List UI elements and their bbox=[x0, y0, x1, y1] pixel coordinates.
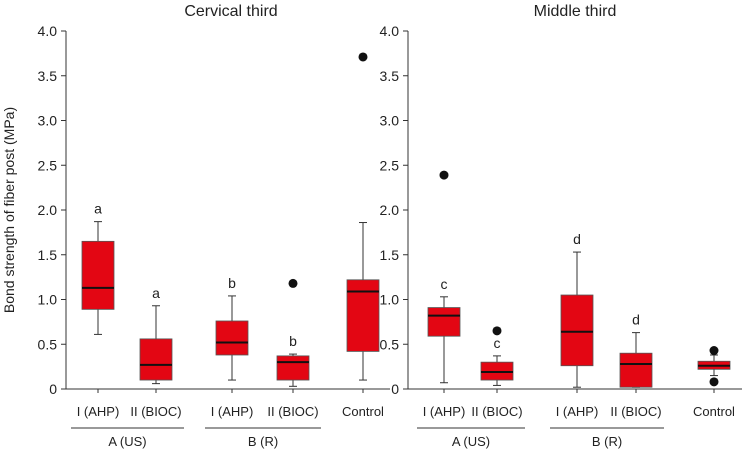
y-tick-label: 3.0 bbox=[380, 113, 400, 129]
x-category-label: I (AHP) bbox=[556, 404, 599, 419]
box-4: d II (BIOC) bbox=[610, 312, 661, 419]
box-3: d I (AHP) bbox=[556, 231, 599, 419]
y-tick-label: 4.0 bbox=[38, 23, 58, 39]
outlier-point bbox=[492, 326, 502, 336]
y-tick-label: 0 bbox=[391, 381, 399, 397]
panel-2: Middle third 0 0.5 1.0 1.5 2.0 2.5 3.0 3.5 4.0 c I … bbox=[380, 3, 742, 449]
y-tick-label: 1.0 bbox=[380, 292, 400, 308]
iqr-box bbox=[81, 240, 115, 310]
y-tick-label: 0.5 bbox=[38, 336, 58, 352]
box-5: Control bbox=[342, 52, 384, 419]
x-category-label: II (BIOC) bbox=[471, 404, 522, 419]
x-category-label: Control bbox=[693, 404, 735, 419]
x-category-label: II (BIOC) bbox=[130, 404, 181, 419]
panel-title: Cervical third bbox=[184, 3, 277, 20]
panel-1: Cervical third 0 0.5 1.0 1.5 2.0 2.5 3.0 3.5 4.0 a… bbox=[38, 3, 390, 449]
box-4: b II (BIOC) bbox=[267, 278, 319, 419]
panel-title: Middle third bbox=[534, 3, 617, 20]
y-tick-label: 3.5 bbox=[380, 68, 400, 84]
y-tick-label: 0 bbox=[49, 381, 57, 397]
outlier-point bbox=[709, 346, 719, 356]
outlier-point bbox=[288, 278, 298, 288]
y-tick-label: 1.0 bbox=[38, 292, 58, 308]
x-category-label: I (AHP) bbox=[211, 404, 254, 419]
box-1: c I (AHP) bbox=[423, 170, 466, 419]
outlier-point bbox=[709, 377, 719, 387]
x-category-label: I (AHP) bbox=[77, 404, 120, 419]
significance-letter: c bbox=[494, 335, 501, 351]
box-2: c II (BIOC) bbox=[471, 326, 523, 419]
y-tick-label: 1.5 bbox=[38, 247, 58, 263]
y-tick-label: 2.5 bbox=[380, 157, 400, 173]
y-tick-label: 2.0 bbox=[380, 202, 400, 218]
iqr-box bbox=[215, 320, 249, 356]
y-tick-label: 3.5 bbox=[38, 68, 58, 84]
y-tick-label: 4.0 bbox=[380, 23, 400, 39]
y-tick-label: 2.5 bbox=[38, 157, 58, 173]
group-label: A (US) bbox=[108, 434, 146, 449]
y-tick-label: 2.0 bbox=[38, 202, 58, 218]
iqr-box bbox=[427, 307, 461, 337]
y-tick-label: 0.5 bbox=[380, 336, 400, 352]
box-3: b I (AHP) bbox=[211, 275, 254, 419]
x-category-label: II (BIOC) bbox=[610, 404, 661, 419]
significance-letter: a bbox=[94, 201, 102, 217]
significance-letter: d bbox=[573, 231, 581, 247]
significance-letter: b bbox=[228, 275, 236, 291]
y-tick-label: 3.0 bbox=[38, 113, 58, 129]
significance-letter: b bbox=[289, 333, 297, 349]
box-1: a I (AHP) bbox=[77, 201, 120, 419]
outlier-point bbox=[358, 52, 368, 62]
y-tick-label: 1.5 bbox=[380, 247, 400, 263]
group-label: B (R) bbox=[592, 434, 622, 449]
x-category-label: II (BIOC) bbox=[267, 404, 318, 419]
significance-letter: a bbox=[152, 285, 160, 301]
outlier-point bbox=[439, 170, 449, 180]
box-2: a II (BIOC) bbox=[130, 285, 181, 419]
x-category-label: Control bbox=[342, 404, 384, 419]
iqr-box bbox=[619, 352, 653, 388]
significance-letter: d bbox=[632, 312, 640, 328]
iqr-box bbox=[276, 355, 310, 381]
group-label: A (US) bbox=[452, 434, 490, 449]
group-label: B (R) bbox=[248, 434, 278, 449]
iqr-box bbox=[560, 294, 594, 367]
y-axis-title: Bond strength of fiber post (MPa) bbox=[1, 107, 17, 313]
plot-area: Cervical third 0 0.5 1.0 1.5 2.0 2.5 3.0 3.5 4.0 a… bbox=[38, 3, 742, 449]
x-category-label: I (AHP) bbox=[423, 404, 466, 419]
iqr-box bbox=[139, 338, 173, 381]
box-5: Control bbox=[693, 346, 735, 419]
significance-letter: c bbox=[441, 276, 448, 292]
